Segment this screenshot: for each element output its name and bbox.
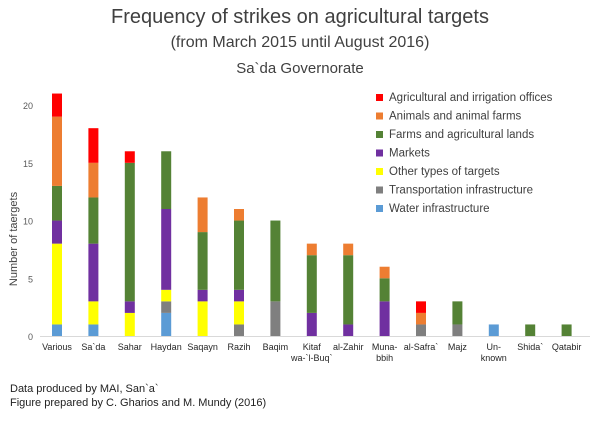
bar-segment-other-types-of-targets — [161, 289, 172, 302]
credit-data-source: Data produced by MAI, San`a` — [10, 383, 159, 395]
bar-segment-markets — [52, 220, 62, 244]
bar-segment-other-types-of-targets — [52, 243, 62, 325]
bar-segment-animals-and-animal-farms — [197, 197, 208, 233]
x-tick-label: bbih — [376, 353, 393, 363]
bar-segment-other-types-of-targets — [197, 301, 208, 336]
x-tick-label: Qatabir — [552, 342, 582, 352]
bar-segment-farms-and-agricultural-lands — [234, 220, 244, 290]
legend-swatch — [376, 112, 383, 120]
bar-segment-agricultural-and-irrigation-offices — [124, 151, 135, 163]
bar-segment-farms-and-agricultural-lands — [270, 220, 281, 302]
y-tick-label: 5 — [28, 274, 33, 284]
bar-segment-agricultural-and-irrigation-offices — [416, 301, 426, 313]
bar-segment-agricultural-and-irrigation-offices — [88, 128, 99, 163]
chart-subtitle: (from March 2015 until August 2016) — [170, 34, 430, 51]
x-tick-label: Various — [42, 342, 72, 352]
x-tick-label: Shida` — [517, 342, 543, 352]
bar-segment-animals-and-animal-farms — [416, 312, 426, 325]
credit-figure-author: Figure prepared by C. Gharios and M. Mun… — [10, 397, 267, 409]
bar-segment-animals-and-animal-farms — [343, 243, 354, 256]
bar-segment-markets — [197, 289, 208, 302]
bar-segment-farms-and-agricultural-lands — [197, 232, 208, 290]
y-tick-label: 10 — [23, 217, 33, 227]
legend-entry: Markets — [389, 148, 430, 160]
x-tick-label: Sahar — [118, 342, 142, 352]
y-tick-label: 20 — [23, 101, 33, 111]
bar-segment-transportation-infrastructure — [234, 324, 244, 336]
x-tick-label: Sa`da — [81, 342, 105, 352]
legend-entry: Other types of targets — [389, 166, 500, 178]
bar-segment-transportation-infrastructure — [416, 324, 426, 336]
x-tick-label: al-Zahir — [333, 342, 364, 352]
bar-segment-other-types-of-targets — [88, 301, 99, 325]
bar-segment-farms-and-agricultural-lands — [452, 301, 463, 325]
x-tick-label: wa-`l-Buq` — [290, 353, 333, 363]
bar-segment-farms-and-agricultural-lands — [161, 151, 172, 209]
legend-entry: Agricultural and irrigation offices — [389, 92, 553, 104]
bar-segment-transportation-infrastructure — [270, 301, 281, 336]
bar-segment-farms-and-agricultural-lands — [124, 162, 135, 302]
y-tick-label: 0 — [28, 332, 33, 342]
bar-segment-farms-and-agricultural-lands — [52, 185, 62, 221]
bar-segment-markets — [343, 324, 354, 336]
bar-segment-markets — [379, 301, 390, 336]
x-tick-label: Kitaf — [303, 342, 322, 352]
bar-segment-farms-and-agricultural-lands — [88, 197, 99, 244]
legend-entry: Water infrastructure — [389, 203, 490, 215]
legend-swatch — [376, 205, 383, 212]
bar-segment-farms-and-agricultural-lands — [379, 278, 390, 302]
bar-segment-markets — [88, 243, 99, 302]
bar-segment-farms-and-agricultural-lands — [343, 255, 354, 325]
bar-segment-markets — [234, 289, 244, 302]
bar-segment-transportation-infrastructure — [161, 301, 172, 313]
bar-segment-farms-and-agricultural-lands — [561, 324, 572, 336]
legend-entry: Transportation infrastructure — [389, 185, 533, 197]
x-tick-label: Un- — [487, 342, 502, 352]
credits: Data produced by MAI, San`a` Figure prep… — [10, 382, 266, 410]
y-tick-label: 15 — [23, 159, 33, 169]
legend-swatch — [376, 186, 383, 194]
bar-segment-farms-and-agricultural-lands — [306, 255, 317, 313]
x-tick-label: Haydan — [151, 342, 182, 352]
x-tick-label: Saqayn — [187, 342, 218, 352]
x-tick-label: Muna- — [372, 342, 398, 352]
legend-swatch — [376, 149, 383, 157]
bar-segment-animals-and-animal-farms — [88, 162, 99, 198]
bar-segment-markets — [161, 209, 172, 290]
bar-segment-animals-and-animal-farms — [234, 209, 244, 221]
bar-segment-agricultural-and-irrigation-offices — [52, 93, 62, 117]
bar-segment-water-infrastructure — [161, 312, 172, 336]
bar-segment-water-infrastructure — [52, 324, 62, 336]
bar-segment-animals-and-animal-farms — [306, 243, 317, 256]
bar-segment-other-types-of-targets — [124, 312, 135, 336]
legend-entry: Farms and agricultural lands — [389, 129, 534, 141]
chart-region-label: Sa`da Governorate — [236, 60, 364, 77]
bar-segment-water-infrastructure — [488, 324, 499, 336]
x-tick-label: al-Safra` — [404, 342, 439, 352]
x-tick-label: Razih — [227, 342, 250, 352]
x-tick-label: Majz — [448, 342, 468, 352]
legend-entry: Animals and animal farms — [389, 111, 522, 123]
y-axis-label: Number of taergets — [8, 191, 20, 286]
x-tick-label: known — [481, 353, 507, 363]
chart-title: Frequency of strikes on agricultural tar… — [111, 6, 489, 28]
legend-swatch — [376, 168, 383, 175]
bar-segment-markets — [124, 301, 135, 313]
legend-swatch — [376, 131, 383, 138]
bar-segment-other-types-of-targets — [234, 301, 244, 325]
bar-segment-animals-and-animal-farms — [379, 266, 390, 279]
legend-swatch — [376, 94, 383, 101]
bar-segment-farms-and-agricultural-lands — [525, 324, 536, 336]
bar-segment-water-infrastructure — [88, 324, 99, 336]
bar-segment-markets — [306, 312, 317, 336]
bar-segment-animals-and-animal-farms — [52, 116, 62, 186]
bar-segment-transportation-infrastructure — [452, 324, 463, 336]
x-tick-label: Baqim — [263, 342, 289, 352]
